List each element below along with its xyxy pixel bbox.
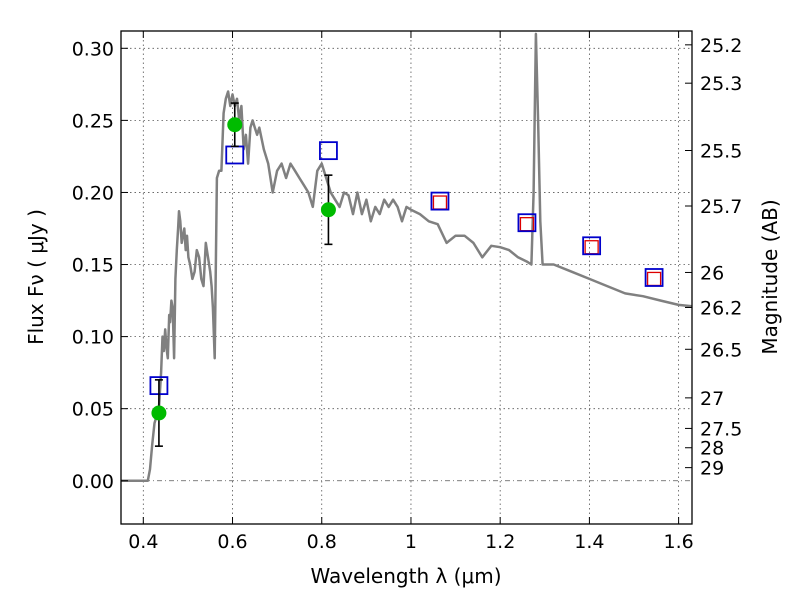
right-tick-label: 26.2 — [700, 297, 742, 319]
red-squares — [432, 195, 662, 287]
right-tick-label: 25.3 — [700, 73, 742, 95]
right-tick-label: 26.5 — [700, 339, 742, 361]
blue-square — [319, 141, 338, 161]
red-square — [432, 195, 448, 210]
y-tick-label: 0.15 — [72, 255, 114, 277]
right-tick-label: 29 — [700, 458, 724, 480]
right-tick-label: 25.7 — [700, 196, 742, 218]
blue-squares — [149, 141, 664, 396]
y-axis-label: Flux Fν ( μJy ) — [24, 209, 48, 345]
blue-square — [430, 191, 450, 211]
x-axis-label: Wavelength λ (μm) — [310, 564, 501, 588]
blue-square — [517, 213, 537, 233]
red-square — [584, 240, 599, 255]
grid — [121, 31, 692, 524]
x-ticks: 0.4 0.6 0.8 1 1.2 1.4 1.6 — [128, 31, 694, 553]
right-axis-label: Magnitude (AB) — [758, 199, 782, 354]
x-tick-label: 1.6 — [664, 531, 694, 553]
y-tick-label: 0.10 — [72, 327, 114, 349]
y-tick-label: 0.25 — [72, 110, 114, 132]
observed-point — [151, 405, 167, 421]
x-tick-label: 0.8 — [307, 531, 337, 553]
right-tick-label: 25.5 — [700, 141, 742, 163]
y-ticks: 0.00 0.05 0.10 0.15 0.20 0.25 0.30 — [72, 38, 128, 493]
observed-point — [320, 202, 336, 218]
observed-points — [151, 117, 336, 421]
blue-square — [225, 145, 245, 165]
right-tick-label: 27.5 — [700, 418, 742, 440]
right-tick-label: 28 — [700, 438, 724, 460]
x-tick-label: 1 — [405, 531, 417, 553]
x-tick-label: 0.4 — [128, 531, 158, 553]
blue-square — [644, 268, 664, 287]
observed-point — [227, 117, 243, 133]
x-tick-label: 0.6 — [217, 531, 247, 553]
right-tick-label: 25.2 — [700, 35, 742, 57]
red-square — [646, 271, 662, 287]
right-tick-label: 27 — [700, 388, 724, 410]
x-tick-label: 1.2 — [485, 531, 515, 553]
blue-square — [582, 236, 602, 256]
y-tick-label: 0.20 — [72, 182, 114, 204]
right-tick-label: 26 — [700, 262, 724, 284]
x-tick-label: 1.4 — [574, 531, 604, 553]
plot-frame — [120, 30, 693, 525]
y-tick-label: 0.30 — [72, 38, 114, 60]
y-tick-label: 0.00 — [72, 471, 114, 493]
y-tick-label: 0.05 — [72, 399, 114, 421]
model-sed-line — [121, 32, 693, 483]
